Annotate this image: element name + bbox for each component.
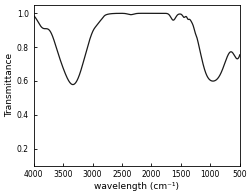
X-axis label: wavelength (cm⁻¹): wavelength (cm⁻¹) — [94, 182, 179, 191]
Y-axis label: Transmittance: Transmittance — [5, 53, 14, 117]
